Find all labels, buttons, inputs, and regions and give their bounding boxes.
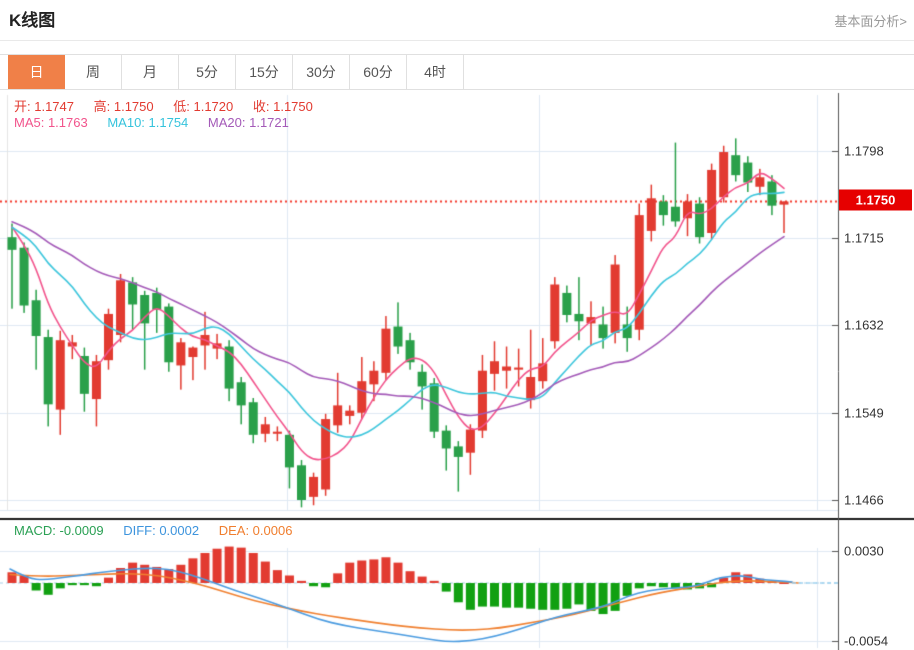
price-tick-label: 1.1466 bbox=[844, 492, 884, 508]
macd-value: MACD: -0.0009 bbox=[14, 523, 104, 538]
ma10-value: MA10: 1.1754 bbox=[107, 115, 189, 130]
tab-day[interactable]: 日 bbox=[8, 55, 65, 89]
price-tick-label: 1.1549 bbox=[844, 405, 884, 421]
close-value: 收: 1.1750 bbox=[252, 99, 313, 114]
ma20-value: MA20: 1.1721 bbox=[207, 115, 289, 130]
period-tabs: 日 周 月 5分 15分 30分 60分 4时 bbox=[8, 55, 464, 89]
low-value: 低: 1.1720 bbox=[173, 99, 234, 114]
tab-week[interactable]: 周 bbox=[65, 55, 122, 89]
price-tick-label: 1.1715 bbox=[844, 230, 884, 246]
tab-5min[interactable]: 5分 bbox=[179, 55, 236, 89]
header-divider bbox=[0, 40, 914, 41]
last-price-badge: 1.1750 bbox=[839, 189, 912, 211]
fundamental-analysis-link[interactable]: 基本面分析> bbox=[834, 14, 907, 29]
page-title: K线图 bbox=[9, 11, 56, 30]
dea-value: DEA: 0.0006 bbox=[218, 523, 293, 538]
high-value: 高: 1.1750 bbox=[93, 99, 154, 114]
macd-readout: MACD: -0.0009 DIFF: 0.0002 DEA: 0.0006 bbox=[14, 523, 308, 538]
open-value: 开: 1.1747 bbox=[14, 99, 74, 114]
ma5-value: MA5: 1.1763 bbox=[14, 115, 88, 130]
period-tabstrip: 日 周 月 5分 15分 30分 60分 4时 bbox=[0, 54, 914, 90]
price-tick-label: 1.1798 bbox=[844, 143, 884, 159]
tab-15min[interactable]: 15分 bbox=[236, 55, 293, 89]
ma-readout: MA5: 1.1763 MA10: 1.1754 MA20: 1.1721 bbox=[14, 115, 305, 130]
tab-4hour[interactable]: 4时 bbox=[407, 55, 464, 89]
diff-value: DIFF: 0.0002 bbox=[123, 523, 200, 538]
tab-30min[interactable]: 30分 bbox=[293, 55, 350, 89]
price-tick-label: 1.1632 bbox=[844, 317, 884, 333]
macd-tick-label: -0.0054 bbox=[844, 633, 889, 649]
tab-60min[interactable]: 60分 bbox=[350, 55, 407, 89]
tab-month[interactable]: 月 bbox=[122, 55, 179, 89]
macd-tick-label: 0.0030 bbox=[844, 543, 884, 559]
ohlc-readout: 开: 1.1747 高: 1.1750 低: 1.1720 收: 1.1750 bbox=[14, 96, 329, 115]
